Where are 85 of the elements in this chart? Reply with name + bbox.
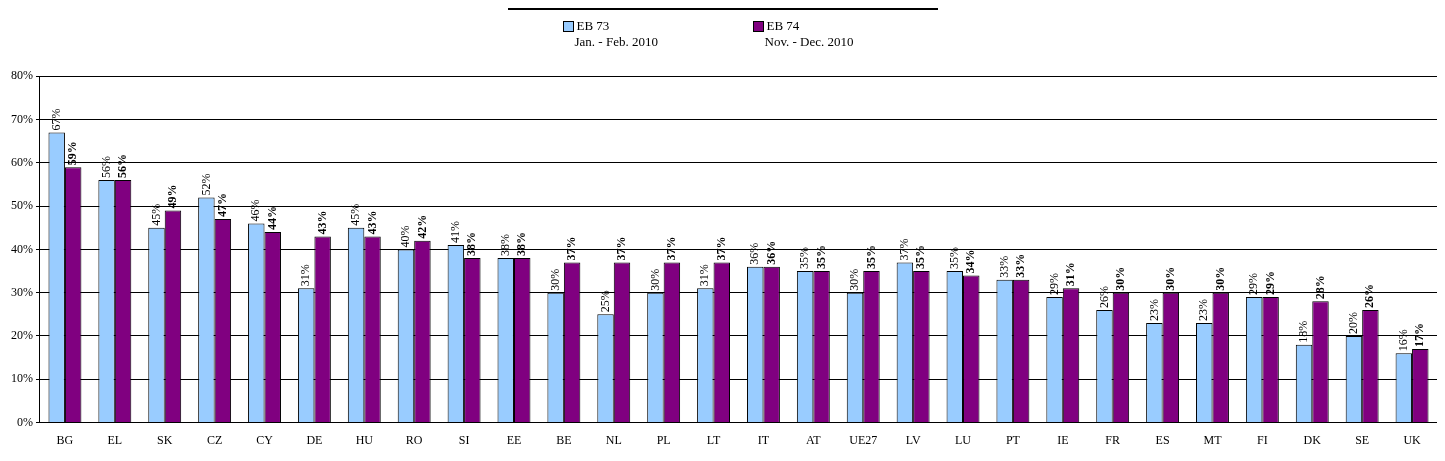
- x-tick-label: ES: [1155, 432, 1170, 447]
- data-label: 37%: [713, 236, 728, 261]
- data-label: 38%: [464, 232, 479, 257]
- y-tick-label: 80%: [11, 68, 33, 83]
- y-tick-label: 20%: [11, 328, 33, 343]
- x-tick-label: CZ: [206, 432, 223, 447]
- data-label: 26%: [1362, 284, 1377, 309]
- data-label: 33%: [1013, 253, 1028, 278]
- data-label: 37%: [897, 238, 912, 261]
- data-label: 31%: [298, 264, 313, 287]
- data-label: 56%: [115, 154, 130, 179]
- data-label: 42%: [414, 214, 429, 239]
- text: Jan. - Feb. 2010: [573, 34, 659, 50]
- data-label: 36%: [763, 240, 778, 265]
- x-tick-label: PT: [1005, 432, 1021, 447]
- y-tick-label: 50%: [11, 198, 33, 213]
- data-label: 30%: [547, 268, 562, 291]
- legend-label: EB 73: [576, 18, 610, 34]
- data-label: 34%: [963, 249, 978, 274]
- y-tick-label: 70%: [11, 111, 33, 126]
- data-label: 20%: [1346, 312, 1361, 334]
- x-tick-label: FR: [1105, 432, 1121, 447]
- data-label: 37%: [663, 236, 678, 261]
- data-label: 52%: [198, 173, 213, 196]
- data-label: 35%: [946, 247, 961, 270]
- x-tick-label: SI: [458, 432, 470, 447]
- data-label: 30%: [647, 268, 662, 291]
- data-label: 43%: [364, 210, 379, 235]
- data-label: 49%: [165, 184, 180, 209]
- x-tick-label: IE: [1057, 432, 1069, 447]
- data-label: 30%: [847, 268, 862, 291]
- data-label: 38%: [497, 234, 512, 257]
- x-tick-label: DK: [1303, 432, 1322, 447]
- data-label: 23%: [1146, 299, 1161, 322]
- data-label: 37%: [614, 236, 629, 261]
- data-label: 35%: [797, 247, 812, 270]
- x-tick-label: PL: [656, 432, 671, 447]
- data-label: 31%: [697, 264, 712, 287]
- x-tick-label: DE: [306, 432, 323, 447]
- data-label: 45%: [148, 203, 163, 226]
- x-tick-label: LV: [905, 432, 921, 447]
- y-tick-label: 10%: [11, 371, 33, 386]
- y-tick-label: 30%: [11, 284, 33, 299]
- x-tick-label: BE: [556, 432, 572, 447]
- x-tick-label: EL: [107, 432, 123, 447]
- data-label: 41%: [448, 221, 463, 244]
- data-label: 37%: [564, 236, 579, 261]
- x-tick-label: UE27: [849, 432, 878, 447]
- data-label: 59%: [65, 141, 80, 166]
- data-label: 33%: [996, 255, 1011, 278]
- x-tick-label: FI: [1257, 432, 1268, 447]
- x-tick-label: SE: [1355, 432, 1370, 447]
- x-tick-label: RO: [405, 432, 423, 447]
- data-label: 28%: [1312, 275, 1327, 300]
- x-tick-label: NL: [605, 432, 622, 447]
- x-tick-label: EE: [506, 432, 522, 447]
- data-label: 38%: [514, 232, 529, 257]
- x-tick-label: MT: [1203, 432, 1223, 447]
- x-tick-label: SK: [157, 432, 173, 447]
- x-tick-label: CY: [256, 432, 274, 447]
- x-tick-label: UK: [1403, 432, 1422, 447]
- y-tick-label: 0%: [17, 414, 33, 429]
- data-label: 46%: [248, 199, 263, 222]
- data-label: 30%: [1162, 266, 1177, 291]
- x-tick-label: BG: [56, 432, 74, 447]
- data-label: 45%: [348, 203, 363, 226]
- data-label: 23%: [1196, 299, 1211, 322]
- x-tick-label: LT: [706, 432, 721, 447]
- y-tick-label: 40%: [11, 241, 33, 256]
- data-label: 29%: [1262, 271, 1277, 296]
- legend-label: EB 74: [766, 18, 800, 34]
- data-label: 31%: [1063, 262, 1078, 287]
- data-label: 30%: [1113, 266, 1128, 291]
- data-label: 30%: [1212, 266, 1227, 291]
- text: Nov. - Dec. 2010: [763, 34, 855, 50]
- data-label: 40%: [398, 225, 413, 248]
- data-label: 44%: [264, 206, 279, 231]
- x-tick-label: AT: [806, 432, 822, 447]
- data-label: 17%: [1412, 322, 1427, 347]
- x-tick-label: IT: [757, 432, 770, 447]
- x-tick-label: HU: [355, 432, 374, 447]
- data-label: 43%: [314, 210, 329, 235]
- y-tick-label: 60%: [11, 154, 33, 169]
- data-label: 25%: [597, 290, 612, 313]
- x-tick-label: LU: [955, 432, 972, 447]
